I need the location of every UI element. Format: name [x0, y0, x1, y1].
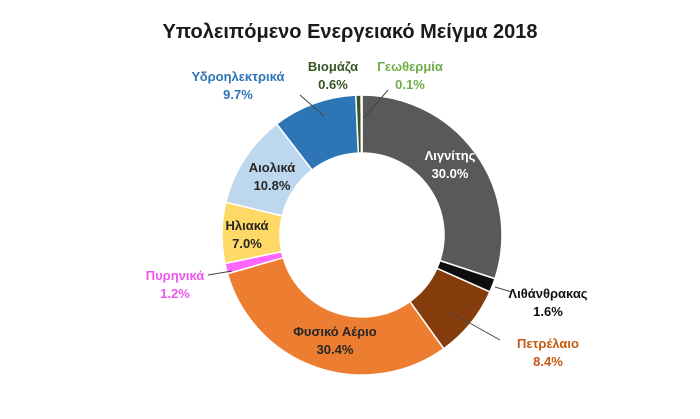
slice-value-2: 8.4% — [533, 354, 563, 369]
slice-label-0: Λιγνίτης — [425, 148, 476, 163]
slice-value-9: 0.1% — [395, 77, 425, 92]
slice-label-2: Πετρέλαιο — [517, 336, 579, 351]
chart-title: Υπολειπόμενο Ενεργειακό Μείγμα 2018 — [162, 21, 537, 43]
leader-line-1 — [494, 286, 513, 293]
slice-labels: Λιγνίτης 30.0% Λιθάνθρακας 1.6% Πετρέλαιο 8.4… — [146, 59, 588, 369]
slice-value-8: 0.6% — [318, 77, 348, 92]
leader-line-7 — [299, 94, 325, 117]
leader-line-2 — [449, 311, 501, 341]
slice-label-3: Φυσικό Αέριο — [293, 324, 377, 339]
slice-value-0: 30.0% — [432, 166, 469, 181]
slice-value-3: 30.4% — [317, 342, 354, 357]
slice-label-4: Πυρηνικά — [146, 268, 205, 283]
slice-9 — [360, 94, 363, 154]
slice-value-5: 7.0% — [232, 236, 262, 251]
slice-label-1: Λιθάνθρακας — [508, 286, 587, 301]
slice-3 — [226, 256, 445, 376]
slice-value-1: 1.6% — [533, 304, 563, 319]
leader-lines — [207, 89, 513, 341]
slice-label-5: Ηλιακά — [225, 218, 268, 233]
slice-0 — [361, 94, 503, 280]
slice-value-6: 10.8% — [254, 178, 291, 193]
leader-line-9 — [363, 89, 389, 119]
slice-label-9: Γεωθερμία — [377, 59, 443, 74]
leader-line-4 — [207, 270, 233, 276]
slice-label-8: Βιομάζα — [308, 59, 358, 74]
slice-label-7: Υδροηλεκτρικά — [192, 69, 285, 84]
slice-value-4: 1.2% — [160, 286, 190, 301]
slice-label-6: Αιολικά — [249, 160, 296, 175]
slice-value-7: 9.7% — [223, 87, 253, 102]
slices-group — [221, 94, 503, 376]
